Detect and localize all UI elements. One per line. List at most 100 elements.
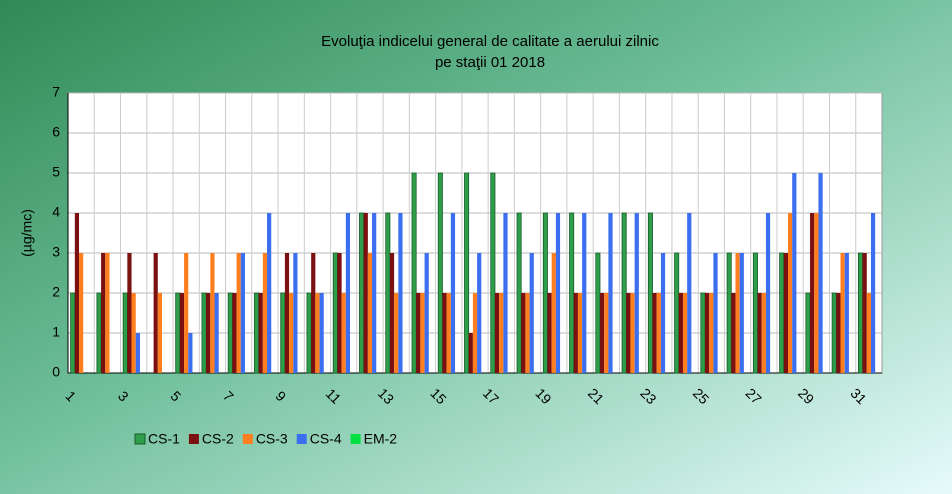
- bar: [757, 293, 762, 373]
- bar: [240, 253, 245, 373]
- bar: [810, 213, 815, 373]
- bar: [464, 172, 470, 374]
- bar: [157, 293, 163, 373]
- y-tick-label: 7: [52, 84, 60, 100]
- bar: [542, 212, 548, 374]
- bar: [153, 253, 158, 373]
- bar: [713, 253, 718, 373]
- y-tick-label: 2: [52, 284, 60, 300]
- y-tick-label: 6: [52, 124, 60, 140]
- bar: [818, 173, 823, 373]
- bar: [442, 293, 447, 373]
- bar: [608, 213, 613, 373]
- bar: [254, 292, 260, 374]
- bar: [840, 253, 845, 373]
- bar: [779, 252, 785, 374]
- bar: [870, 213, 876, 373]
- bar: [74, 213, 80, 373]
- bar: [398, 213, 403, 373]
- bar: [862, 253, 867, 373]
- bar: [179, 293, 185, 373]
- bar: [105, 253, 110, 373]
- bar: [306, 292, 312, 374]
- bar: [857, 252, 863, 374]
- chart-title: Evoluţia indicelui general de calitate a…: [321, 33, 659, 50]
- bar: [687, 213, 692, 373]
- bar: [630, 293, 635, 373]
- legend-label: CS-2: [202, 431, 234, 447]
- bar: [363, 213, 368, 373]
- bar: [201, 292, 207, 374]
- bar: [411, 172, 417, 374]
- bar: [214, 293, 219, 373]
- bar: [258, 293, 263, 373]
- bar: [446, 293, 451, 373]
- legend-label: CS-4: [310, 431, 342, 447]
- bar: [236, 253, 241, 373]
- chart-subtitle: pe staţii 01 2018: [435, 54, 545, 71]
- bar: [437, 172, 443, 374]
- y-tick-label: 3: [52, 244, 60, 260]
- bar: [341, 293, 346, 373]
- bar: [468, 333, 473, 373]
- bar: [577, 293, 583, 373]
- bar: [79, 253, 84, 373]
- bar: [184, 253, 189, 373]
- legend-label: CS-3: [256, 431, 288, 447]
- bar: [315, 293, 320, 373]
- bar: [634, 213, 639, 373]
- bar: [647, 212, 653, 374]
- bar: [420, 293, 425, 373]
- bar: [831, 292, 837, 374]
- bar: [678, 293, 683, 373]
- bar: [135, 333, 140, 373]
- bar: [547, 293, 552, 373]
- bar: [674, 252, 680, 374]
- bar: [70, 292, 76, 374]
- bar: [761, 293, 766, 373]
- bar: [101, 253, 106, 373]
- bar: [726, 252, 732, 374]
- bar: [705, 293, 710, 373]
- bar: [735, 253, 740, 373]
- legend-label: EM-2: [364, 431, 398, 447]
- bar: [752, 252, 758, 374]
- bar: [521, 293, 526, 373]
- bar: [604, 293, 609, 373]
- bar: [385, 212, 391, 374]
- bar: [337, 253, 342, 373]
- bar: [394, 293, 399, 373]
- bar: [569, 212, 575, 374]
- y-tick-label: 4: [52, 204, 60, 220]
- bar: [424, 253, 429, 373]
- bar: [372, 213, 377, 373]
- bar: [345, 213, 351, 373]
- bar: [844, 253, 849, 373]
- y-tick-label: 0: [52, 364, 60, 380]
- legend-swatch: [242, 434, 253, 444]
- bar: [359, 212, 365, 374]
- bar: [477, 253, 482, 373]
- bar: [529, 253, 534, 373]
- bar: [814, 213, 819, 373]
- bar: [595, 252, 601, 374]
- bar: [494, 293, 500, 373]
- bar: [652, 293, 657, 373]
- bar: [700, 292, 706, 374]
- bar: [660, 253, 666, 373]
- bar: [490, 172, 496, 374]
- bar: [792, 173, 797, 373]
- bar: [499, 293, 504, 373]
- bar: [805, 292, 811, 374]
- legend-label: CS-1: [148, 431, 180, 447]
- bar: [267, 213, 272, 373]
- bar: [525, 293, 530, 373]
- bar: [731, 293, 736, 373]
- bar: [472, 293, 478, 373]
- bar: [284, 253, 290, 373]
- bar: [289, 293, 294, 373]
- bar: [739, 253, 744, 373]
- bar: [127, 253, 132, 373]
- bar: [582, 213, 587, 373]
